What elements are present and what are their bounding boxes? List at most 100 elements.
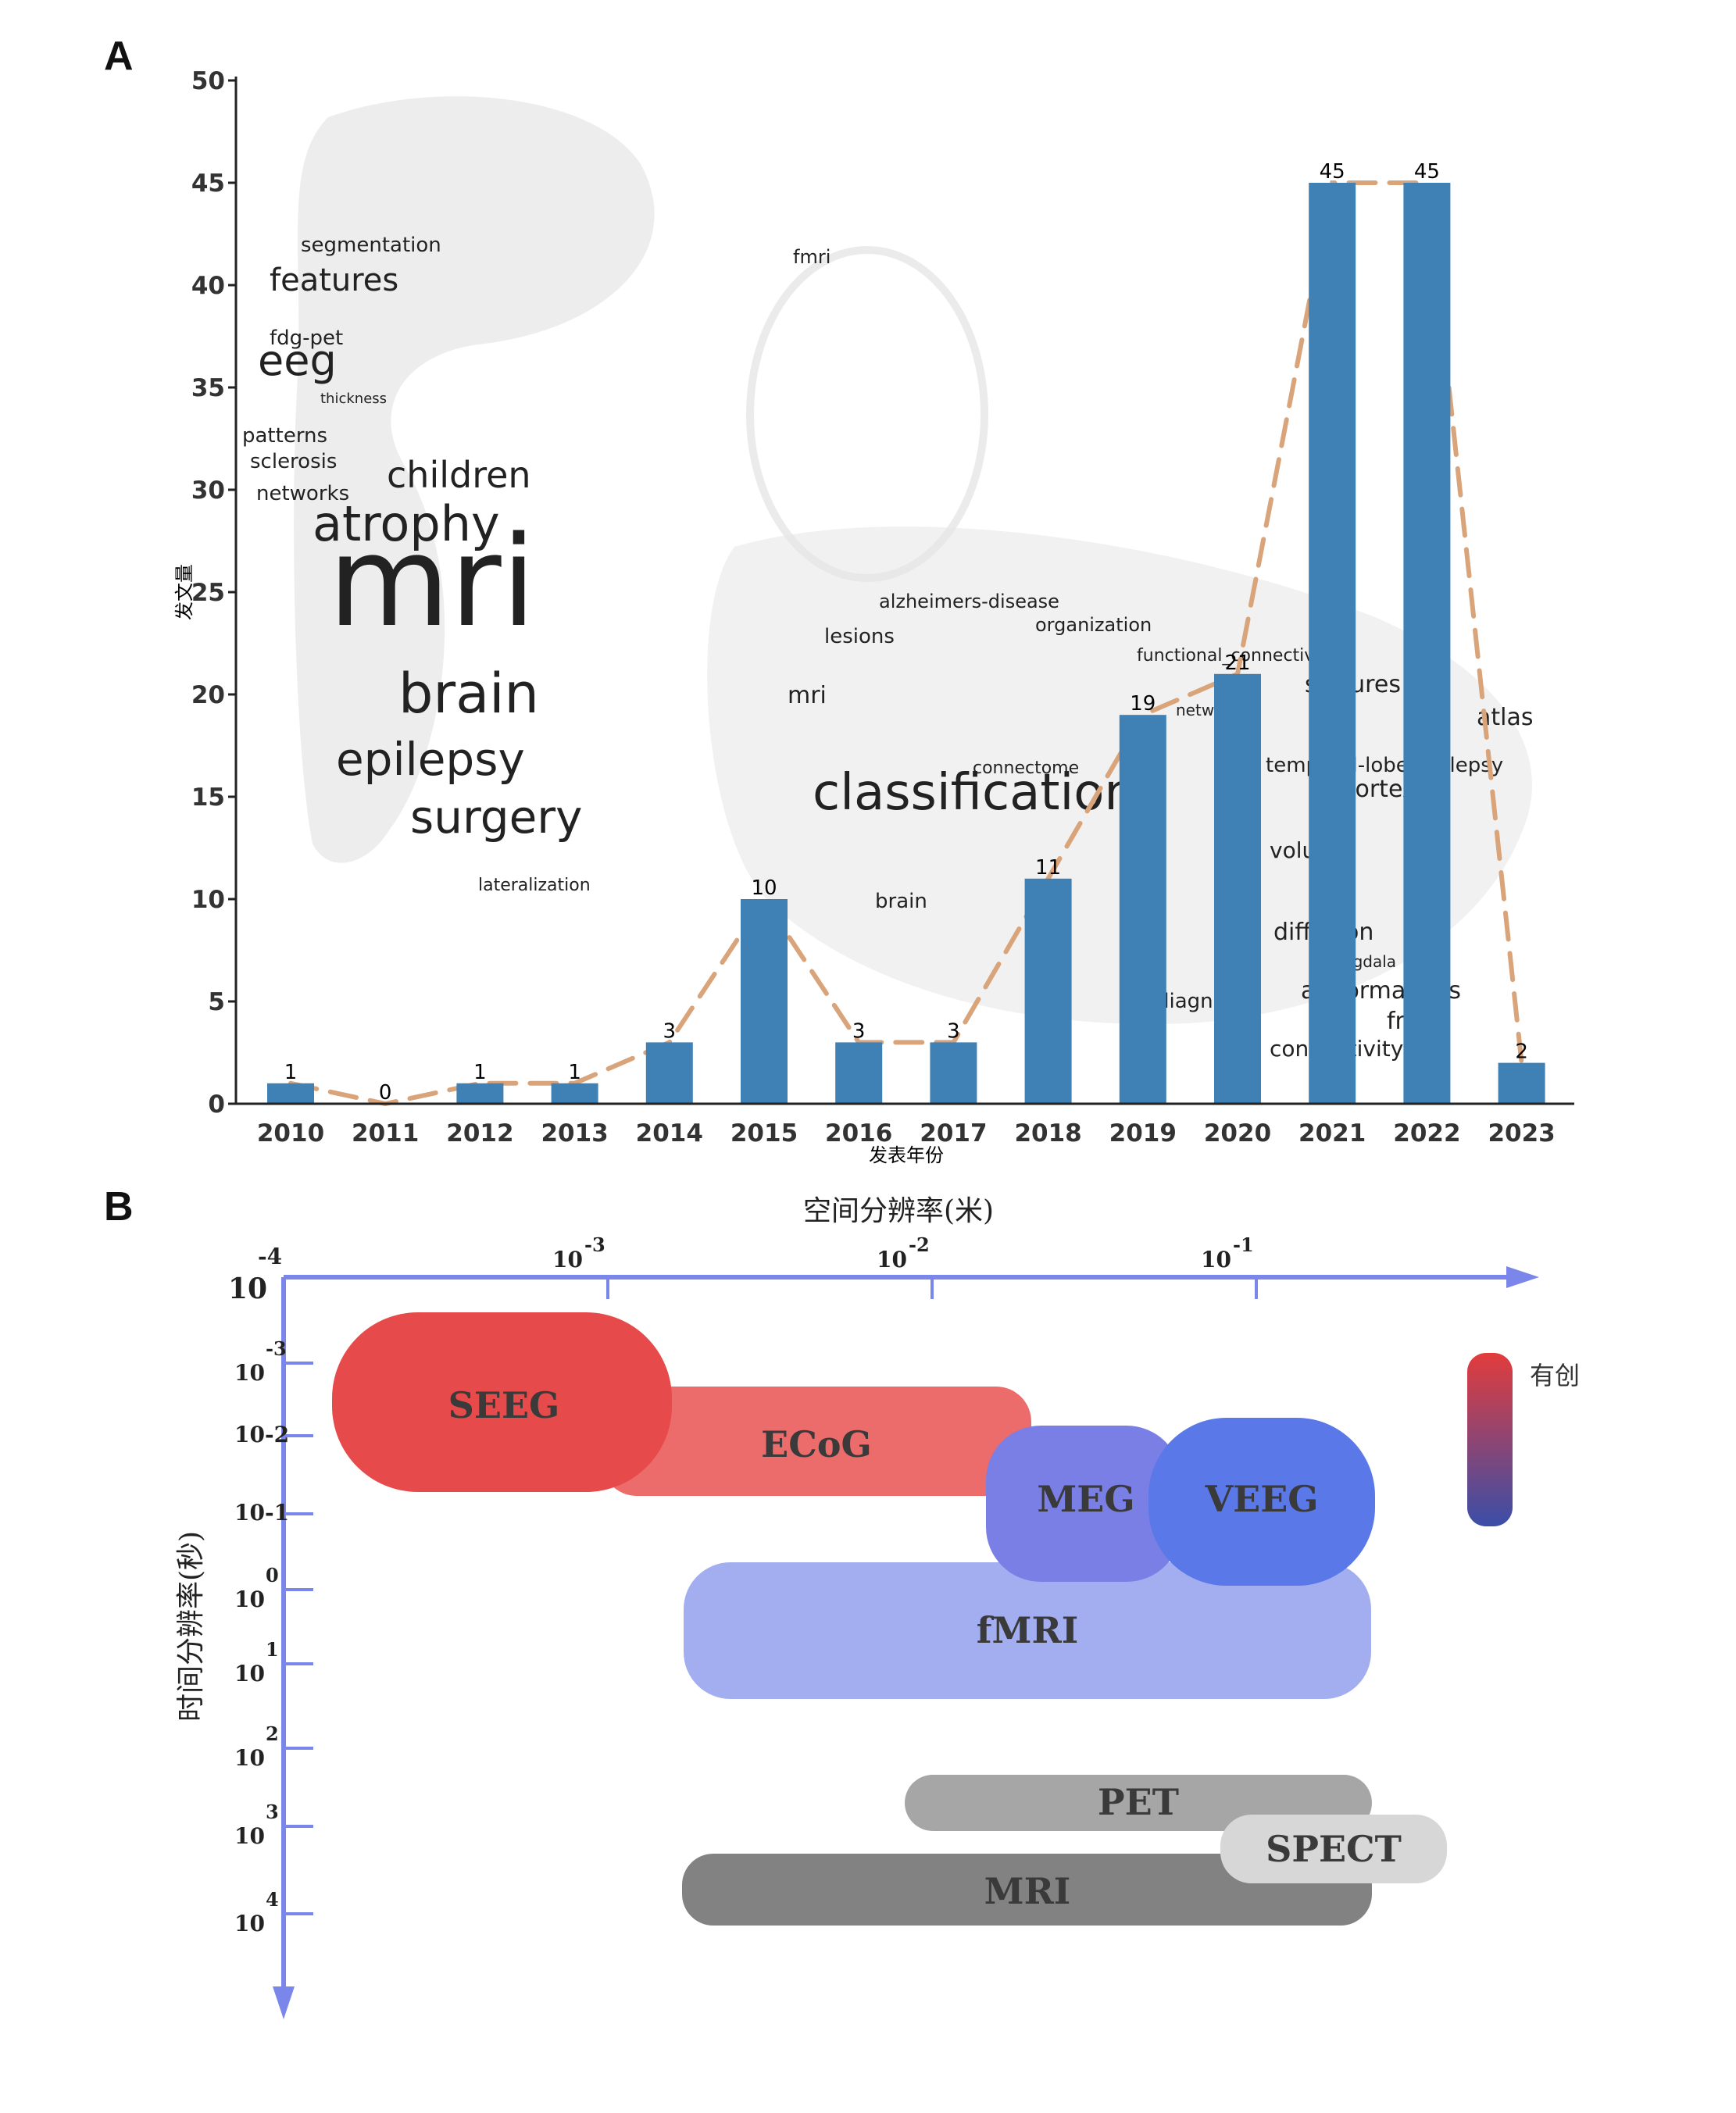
x-tick-label: 2013 [541,1119,608,1148]
wordcloud-word: brain [398,662,539,726]
bar [551,1083,598,1104]
bar [1309,183,1356,1104]
x-tick-exponent: -4 [258,1244,282,1269]
panel-b-label: B [104,1184,134,1230]
bar [1214,673,1261,1104]
wordcloud-word: temporal-lobe_epilepsy [1266,754,1503,777]
y-tick-exponent: 4 [266,1888,279,1911]
modality-block-seeg [332,1312,672,1492]
y-axis-arrow-icon [273,1986,295,2019]
y-tick-label: 10 [234,1587,265,1612]
x-tick-label: 2012 [446,1119,513,1148]
data-label: 1 [568,1061,581,1084]
x-tick-label: 10 [552,1247,583,1272]
bar [741,899,788,1104]
modality-label: SPECT [1266,1828,1402,1870]
wordcloud-word: eeg [258,336,337,385]
wordcloud-word: patterns [242,424,327,448]
wordcloud-word: segmentation [301,234,441,257]
x-tick-label: 10 [1201,1247,1231,1272]
x-tick-label: 2011 [352,1119,419,1148]
x-tick-exponent: -3 [584,1233,605,1256]
modality-label: SEEG [448,1384,560,1426]
x-tick-label: 2018 [1014,1119,1081,1148]
panel-a-label: A [104,34,134,79]
x-tick-label: 2016 [825,1119,892,1148]
y-tick-exponent: 3 [266,1801,279,1823]
modality-block-mri [682,1854,1372,1926]
x-tick-label: 10 [228,1272,267,1305]
wordcloud-silhouette-head [746,246,988,582]
x-tick-exponent: -2 [909,1233,930,1256]
y-tick-label: 20 [191,681,225,709]
bar [1403,183,1451,1104]
y-tick-exponent: 2 [266,1722,279,1745]
bar [645,1042,693,1104]
x-tick-label: 2015 [730,1119,798,1148]
wordcloud-word: brain [875,890,927,913]
x-tick-label: 2023 [1488,1119,1555,1148]
modality-block-ecog [602,1387,1031,1496]
wordcloud-word: alzheimers-disease [879,591,1059,612]
y-tick-label: 10 [234,1745,265,1771]
modality-label: MEG [1037,1478,1134,1520]
modality-label: MRI [984,1870,1071,1912]
wordcloud-word: fdg-pet [270,327,343,350]
bar [835,1042,883,1104]
bar [1119,715,1166,1104]
y-tick-label: 10 [191,886,225,914]
data-label: 10 [751,876,777,900]
modality-block-veeg [1148,1418,1375,1586]
data-label: 1 [284,1061,298,1084]
bar [930,1042,977,1104]
modality-label: ECoG [761,1423,872,1465]
y-tick-label: 25 [191,579,225,607]
y-tick-label: 35 [191,374,225,402]
modality-label: fMRI [977,1609,1078,1651]
data-label: 45 [1320,160,1345,184]
y-tick-label: 10 [234,1360,265,1386]
wordcloud-word: features [270,262,398,298]
data-label: 45 [1414,160,1440,184]
data-label: 3 [947,1019,960,1043]
data-label: 11 [1035,856,1061,880]
y-tick-label: 45 [191,170,225,198]
wordcloud-word: mri [788,682,827,709]
wordcloud-word: mri [328,509,536,655]
x-tick-exponent: -1 [1233,1233,1254,1256]
x-tick-label: 2021 [1298,1119,1366,1148]
x-tick-label: 2022 [1393,1119,1460,1148]
modality-block-meg [986,1426,1181,1582]
wordcloud-word: thickness [320,391,387,407]
data-label: 1 [473,1061,487,1084]
y-tick-label: 10-1 [234,1500,289,1526]
bar [1498,1062,1545,1104]
y-tick-label: 5 [208,988,225,1016]
y-tick-label: 0 [208,1090,225,1119]
data-label: 0 [379,1081,392,1105]
data-label: 3 [663,1019,677,1043]
legend-label: 有创 [1530,1361,1580,1390]
data-label: 3 [852,1019,866,1043]
modality-label: VEEG [1204,1478,1318,1520]
y-tick-label: 15 [191,783,225,812]
modality-label: PET [1098,1781,1179,1823]
x-axis-title: 发表年份 [869,1144,944,1166]
wordcloud-word: fmri [793,246,830,268]
y-tick-label: 10-2 [234,1422,289,1447]
data-label: 19 [1130,692,1156,716]
x-axis-title: 空间分辨率(米) [803,1195,994,1227]
y-tick-exponent: 0 [266,1564,279,1587]
wordcloud-word: atrophy [313,495,500,552]
x-tick-label: 2014 [636,1119,703,1148]
y-axis-title: 时间分辨率(秒) [175,1531,207,1722]
modality-block-fmri [684,1562,1371,1699]
invasiveness-gradient-bar [1467,1353,1513,1526]
x-tick-label: 2020 [1204,1119,1271,1148]
y-tick-label: 40 [191,272,225,300]
y-tick-exponent: -3 [266,1337,287,1360]
data-label: 21 [1224,651,1250,675]
wordcloud-word: epilepsy [336,733,525,786]
wordcloud-word: children [387,454,531,496]
